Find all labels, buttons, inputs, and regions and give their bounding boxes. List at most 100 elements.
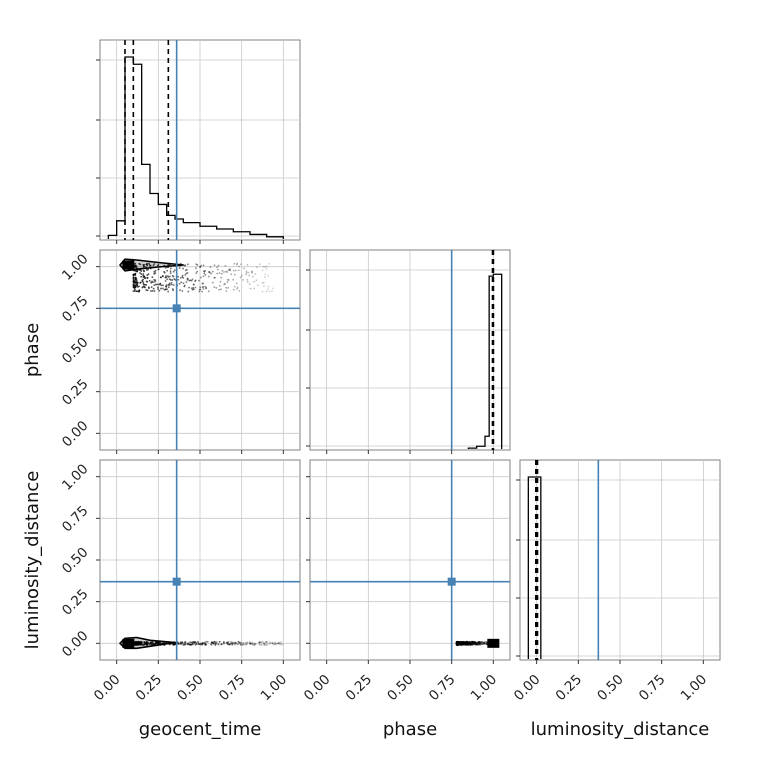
sample-point xyxy=(485,643,488,646)
sample-point xyxy=(192,286,195,289)
sample-point xyxy=(469,642,472,645)
sample-point xyxy=(249,287,252,290)
sample-point xyxy=(145,641,148,644)
sample-point xyxy=(202,282,204,285)
sample-point xyxy=(265,644,268,646)
sample-point xyxy=(476,643,478,645)
sample-point xyxy=(145,284,148,286)
sample-point xyxy=(258,263,261,266)
sample-point xyxy=(216,266,218,268)
sample-point xyxy=(167,286,170,289)
sample-point xyxy=(471,640,474,643)
sample-point xyxy=(272,643,275,646)
sample-point xyxy=(227,269,230,271)
sample-point xyxy=(256,284,259,287)
sample-point xyxy=(276,642,279,645)
sample-point xyxy=(207,290,210,293)
sample-point xyxy=(195,267,197,270)
joint-content xyxy=(119,636,284,650)
sample-point xyxy=(267,285,270,288)
sample-point xyxy=(140,273,143,275)
sample-point xyxy=(229,642,232,645)
sample-point xyxy=(473,641,476,644)
truth-marker xyxy=(447,577,456,586)
y-axis-label-luminosity_distance: luminosity_distance xyxy=(22,471,43,650)
sample-point xyxy=(237,640,240,643)
sample-point xyxy=(277,642,280,645)
sample-point xyxy=(184,264,187,267)
sample-point xyxy=(212,641,215,644)
sample-point xyxy=(198,290,201,293)
sample-point xyxy=(258,641,261,644)
sample-point xyxy=(203,270,205,273)
sample-point xyxy=(271,290,273,293)
sample-point xyxy=(280,640,283,643)
sample-point xyxy=(144,286,146,289)
sample-point xyxy=(220,272,223,275)
sample-point xyxy=(153,284,156,287)
sample-point xyxy=(472,640,475,643)
sample-point xyxy=(146,262,148,265)
sample-point xyxy=(132,281,135,283)
sample-point xyxy=(476,643,479,646)
sample-point xyxy=(236,288,238,290)
sample-point xyxy=(202,642,205,645)
sample-point xyxy=(268,290,271,293)
sample-point xyxy=(234,643,236,646)
sample-point xyxy=(275,643,277,645)
sample-point xyxy=(472,641,475,644)
sample-point xyxy=(235,282,238,285)
sample-point xyxy=(181,290,184,292)
sample-point xyxy=(484,640,487,643)
sample-point xyxy=(218,288,221,291)
sample-point xyxy=(245,270,248,273)
sample-point xyxy=(239,643,242,646)
sample-point xyxy=(201,642,204,644)
sample-point xyxy=(146,280,149,283)
sample-point xyxy=(262,281,265,284)
sample-point xyxy=(478,643,481,646)
sample-point xyxy=(141,643,144,646)
sample-point xyxy=(214,642,217,645)
sample-point xyxy=(249,642,252,645)
sample-point xyxy=(156,283,159,286)
sample-point xyxy=(177,278,180,281)
sample-point xyxy=(237,641,240,643)
sample-point xyxy=(225,290,228,292)
sample-point xyxy=(198,643,201,645)
sample-point xyxy=(473,642,476,645)
sample-point xyxy=(187,642,190,645)
sample-point xyxy=(231,643,234,645)
sample-point xyxy=(210,644,213,646)
sample-point xyxy=(188,279,191,282)
sample-point xyxy=(151,641,154,643)
sample-point xyxy=(171,279,174,281)
sample-point xyxy=(134,278,137,280)
sample-point xyxy=(213,264,216,267)
sample-point xyxy=(199,643,202,646)
sample-point xyxy=(251,643,254,645)
sample-point xyxy=(205,286,208,289)
sample-point xyxy=(474,641,476,644)
sample-point xyxy=(281,643,284,646)
sample-point xyxy=(250,642,253,645)
sample-point xyxy=(220,643,223,646)
sample-point xyxy=(141,280,144,283)
sample-point xyxy=(474,641,477,644)
sample-point xyxy=(481,642,484,645)
sample-point xyxy=(195,272,198,275)
sample-point xyxy=(180,641,183,644)
sample-point xyxy=(483,642,486,645)
sample-point xyxy=(472,642,475,645)
sample-point xyxy=(190,641,193,644)
sample-point xyxy=(476,642,479,645)
sample-point xyxy=(199,288,202,291)
sample-point xyxy=(236,263,238,266)
sample-point xyxy=(477,641,480,644)
sample-point xyxy=(239,642,242,645)
sample-point xyxy=(476,643,479,646)
sample-point xyxy=(203,272,206,275)
sample-point xyxy=(479,643,482,646)
sample-point xyxy=(478,641,480,644)
sample-point xyxy=(260,641,263,644)
